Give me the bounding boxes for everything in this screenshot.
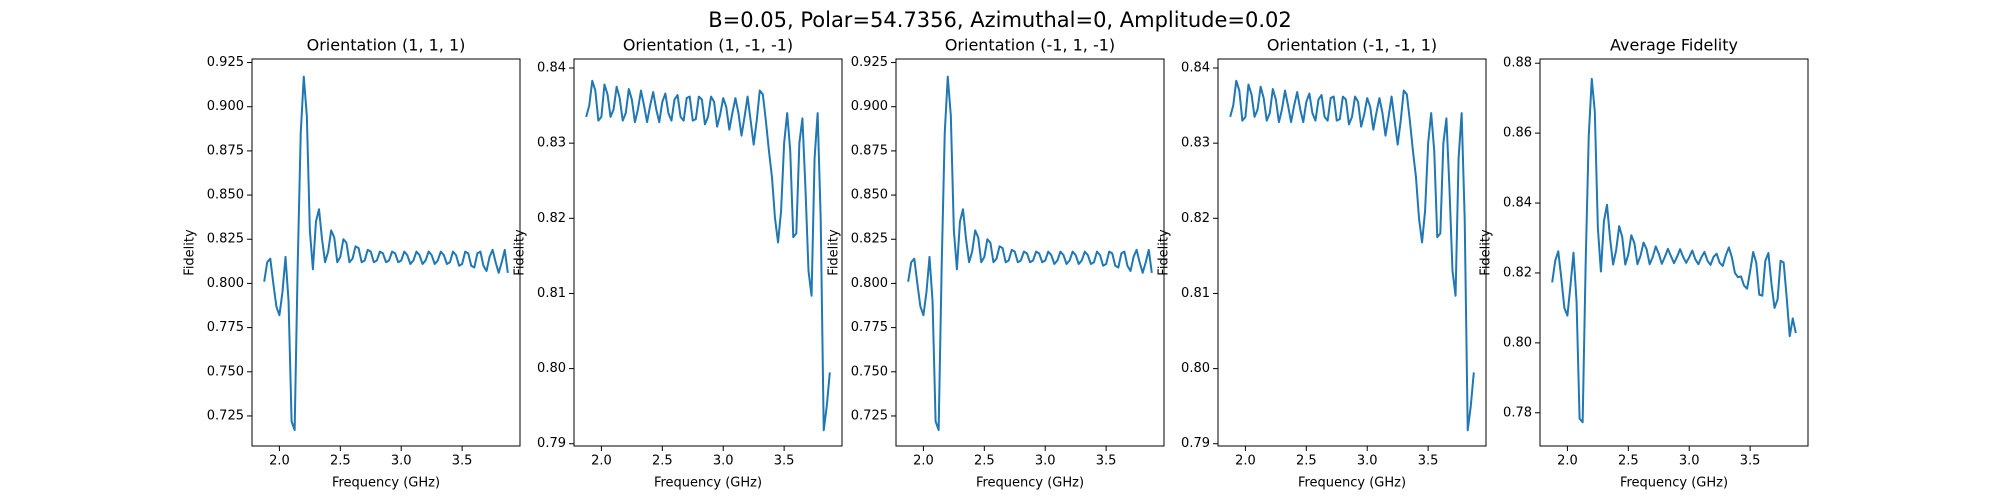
x-tick-label: 3.5	[1418, 454, 1439, 469]
y-tick-label: 0.925	[851, 55, 888, 70]
plot-area	[585, 79, 831, 432]
y-axis-label: Fidelity	[1157, 229, 1172, 276]
x-tick-label: 3.0	[713, 454, 734, 469]
data-line	[1229, 79, 1475, 432]
y-tick-label: 0.775	[207, 320, 244, 335]
x-tick-label: 2.0	[1235, 454, 1256, 469]
x-tick-label: 2.0	[1557, 454, 1578, 469]
y-tick-label: 0.78	[1503, 405, 1532, 420]
subplot-title: Orientation (1, -1, -1)	[623, 36, 793, 55]
subplot: 2.0 2.5 3.0 3.5 0.725 0.750 0.775 0.800 0.825 0.8…	[183, 36, 521, 491]
axes-frame	[1217, 58, 1487, 447]
x-tick-label: 2.5	[1296, 454, 1317, 469]
x-tick-label: 3.5	[774, 454, 795, 469]
data-line	[263, 75, 509, 432]
x-tick-label: 2.5	[974, 454, 995, 469]
data-line	[1551, 77, 1797, 424]
x-tick-label: 3.0	[1679, 454, 1700, 469]
plot-area	[907, 75, 1153, 432]
x-axis-label: Frequency (GHz)	[1620, 476, 1728, 491]
x-tick-label: 2.0	[269, 454, 290, 469]
figure-title: B=0.05, Polar=54.7356, Azimuthal=0, Ampl…	[708, 8, 1292, 32]
axes-frame	[895, 58, 1165, 447]
subplot: 2.0 2.5 3.0 3.5 0.79 0.80 0.81 0.82 0.83 0.84 Orie…	[513, 36, 843, 491]
subplot: 2.0 2.5 3.0 3.5 0.79 0.80 0.81 0.82 0.83 0.84 Orie…	[1157, 36, 1487, 491]
axes-frame	[573, 58, 843, 447]
y-tick-label: 0.725	[207, 408, 244, 423]
x-tick-label: 3.0	[1035, 454, 1056, 469]
data-line	[585, 79, 831, 432]
y-tick-label: 0.825	[207, 232, 244, 247]
data-line	[907, 75, 1153, 432]
x-tick-label: 3.5	[452, 454, 473, 469]
y-tick-label: 0.750	[851, 364, 888, 379]
plot-area	[263, 75, 509, 432]
y-tick-label: 0.79	[537, 436, 566, 451]
x-axis-label: Frequency (GHz)	[332, 476, 440, 491]
y-tick-label: 0.83	[1181, 136, 1210, 151]
y-tick-label: 0.84	[537, 61, 566, 76]
x-tick-label: 2.5	[1618, 454, 1639, 469]
x-tick-label: 2.5	[330, 454, 351, 469]
y-tick-label: 0.825	[851, 232, 888, 247]
y-tick-label: 0.82	[1181, 211, 1210, 226]
y-tick-label: 0.82	[537, 211, 566, 226]
y-tick-label: 0.83	[537, 136, 566, 151]
subplot: 2.0 2.5 3.0 3.5 0.78 0.80 0.82 0.84 0.86 0.88 Aver…	[1479, 36, 1809, 491]
y-axis-label: Fidelity	[513, 229, 528, 276]
y-tick-label: 0.84	[1503, 196, 1532, 211]
y-tick-label: 0.925	[207, 55, 244, 70]
y-tick-label: 0.80	[1181, 361, 1210, 376]
x-tick-label: 3.0	[1357, 454, 1378, 469]
x-tick-label: 3.0	[391, 454, 412, 469]
plot-area	[1551, 77, 1797, 424]
x-axis-label: Frequency (GHz)	[654, 476, 762, 491]
x-tick-label: 3.5	[1740, 454, 1761, 469]
y-tick-label: 0.86	[1503, 126, 1532, 141]
y-tick-label: 0.81	[537, 286, 566, 301]
subplot-title: Average Fidelity	[1610, 36, 1738, 55]
y-tick-label: 0.850	[851, 188, 888, 203]
y-tick-label: 0.900	[851, 99, 888, 114]
axes-frame	[1539, 58, 1809, 447]
y-tick-label: 0.725	[851, 408, 888, 423]
y-tick-label: 0.850	[207, 188, 244, 203]
subplot: 2.0 2.5 3.0 3.5 0.725 0.750 0.775 0.800 0.825 0.8…	[827, 36, 1165, 491]
y-tick-label: 0.79	[1181, 436, 1210, 451]
y-tick-label: 0.900	[207, 99, 244, 114]
x-tick-label: 3.5	[1096, 454, 1117, 469]
y-tick-label: 0.80	[537, 361, 566, 376]
y-tick-label: 0.875	[851, 143, 888, 158]
x-axis-label: Frequency (GHz)	[976, 476, 1084, 491]
y-tick-label: 0.875	[207, 143, 244, 158]
y-tick-label: 0.80	[1503, 335, 1532, 350]
y-tick-label: 0.88	[1503, 56, 1532, 71]
subplot-title: Orientation (1, 1, 1)	[307, 36, 466, 55]
y-axis-label: Fidelity	[1479, 229, 1494, 276]
y-tick-label: 0.800	[851, 276, 888, 291]
x-axis-label: Frequency (GHz)	[1298, 476, 1406, 491]
subplot-title: Orientation (-1, -1, 1)	[1267, 36, 1437, 55]
x-tick-label: 2.0	[591, 454, 612, 469]
plot-area	[1229, 79, 1475, 432]
axes-frame	[251, 58, 521, 447]
y-tick-label: 0.81	[1181, 286, 1210, 301]
subplot-title: Orientation (-1, 1, -1)	[945, 36, 1115, 55]
y-tick-label: 0.750	[207, 364, 244, 379]
x-tick-label: 2.0	[913, 454, 934, 469]
y-tick-label: 0.800	[207, 276, 244, 291]
y-axis-label: Fidelity	[827, 229, 842, 276]
y-axis-label: Fidelity	[183, 229, 198, 276]
y-tick-label: 0.82	[1503, 265, 1532, 280]
x-tick-label: 2.5	[652, 454, 673, 469]
y-tick-label: 0.775	[851, 320, 888, 335]
y-tick-label: 0.84	[1181, 61, 1210, 76]
